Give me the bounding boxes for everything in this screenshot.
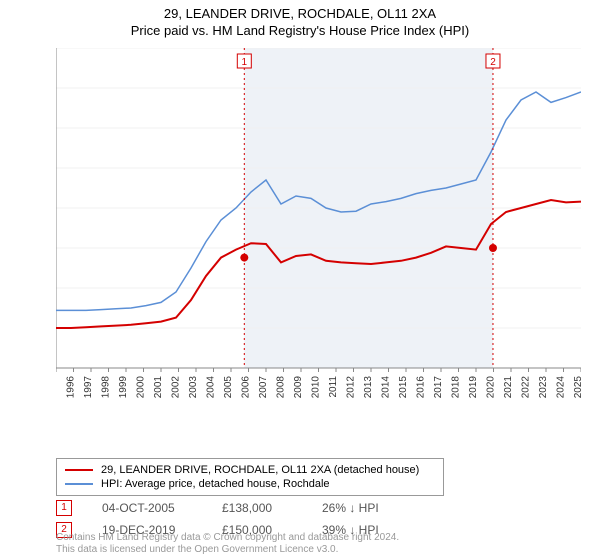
svg-text:2008: 2008 <box>276 376 287 399</box>
svg-text:2020: 2020 <box>486 376 497 399</box>
svg-text:2018: 2018 <box>451 376 462 399</box>
svg-text:2001: 2001 <box>153 376 164 399</box>
legend-swatch-property <box>65 469 93 471</box>
sale-diff-1: 26% ↓ HPI <box>322 501 379 515</box>
svg-text:2023: 2023 <box>538 376 549 399</box>
svg-text:2003: 2003 <box>188 376 199 399</box>
svg-text:1: 1 <box>242 57 248 68</box>
svg-text:1996: 1996 <box>66 376 77 399</box>
sale-marker-1: 1 <box>56 500 72 516</box>
svg-text:1998: 1998 <box>101 376 112 399</box>
svg-text:2025: 2025 <box>573 376 581 399</box>
svg-text:2015: 2015 <box>398 376 409 399</box>
svg-text:2009: 2009 <box>293 376 304 399</box>
svg-text:2002: 2002 <box>171 376 182 399</box>
svg-text:1999: 1999 <box>118 376 129 399</box>
svg-text:2019: 2019 <box>468 376 479 399</box>
sale-price-1: £138,000 <box>222 501 292 515</box>
footer-line1: Contains HM Land Registry data © Crown c… <box>56 532 399 544</box>
legend-row-hpi: HPI: Average price, detached house, Roch… <box>65 477 435 491</box>
svg-text:2010: 2010 <box>311 376 322 399</box>
sale-row-1: 1 04-OCT-2005 £138,000 26% ↓ HPI <box>56 500 379 516</box>
svg-text:1995: 1995 <box>56 376 59 399</box>
legend-row-property: 29, LEANDER DRIVE, ROCHDALE, OL11 2XA (d… <box>65 463 435 477</box>
svg-text:2006: 2006 <box>241 376 252 399</box>
svg-text:2022: 2022 <box>521 376 532 399</box>
sale-date-1: 04-OCT-2005 <box>102 501 192 515</box>
svg-text:2021: 2021 <box>503 376 514 399</box>
title-line1: 29, LEANDER DRIVE, ROCHDALE, OL11 2XA <box>0 6 600 23</box>
legend-label-hpi: HPI: Average price, detached house, Roch… <box>101 478 330 490</box>
footer: Contains HM Land Registry data © Crown c… <box>56 532 399 556</box>
svg-text:2014: 2014 <box>381 376 392 399</box>
footer-line2: This data is licensed under the Open Gov… <box>56 544 399 556</box>
svg-text:1997: 1997 <box>83 376 94 399</box>
price-chart: £0£50K£100K£150K£200K£250K£300K£350K£400… <box>56 48 581 418</box>
legend-swatch-hpi <box>65 483 93 485</box>
legend-label-property: 29, LEANDER DRIVE, ROCHDALE, OL11 2XA (d… <box>101 464 419 476</box>
svg-text:2007: 2007 <box>258 376 269 399</box>
svg-text:2013: 2013 <box>363 376 374 399</box>
svg-text:2004: 2004 <box>206 376 217 399</box>
svg-text:2000: 2000 <box>136 376 147 399</box>
svg-text:2016: 2016 <box>416 376 427 399</box>
svg-text:2024: 2024 <box>556 376 567 399</box>
svg-text:2011: 2011 <box>328 376 339 398</box>
legend: 29, LEANDER DRIVE, ROCHDALE, OL11 2XA (d… <box>56 458 444 496</box>
svg-text:2005: 2005 <box>223 376 234 399</box>
svg-text:2: 2 <box>490 57 496 68</box>
title-line2: Price paid vs. HM Land Registry's House … <box>0 23 600 40</box>
svg-text:2017: 2017 <box>433 376 444 399</box>
svg-text:2012: 2012 <box>346 376 357 399</box>
chart-title: 29, LEANDER DRIVE, ROCHDALE, OL11 2XA Pr… <box>0 0 600 40</box>
